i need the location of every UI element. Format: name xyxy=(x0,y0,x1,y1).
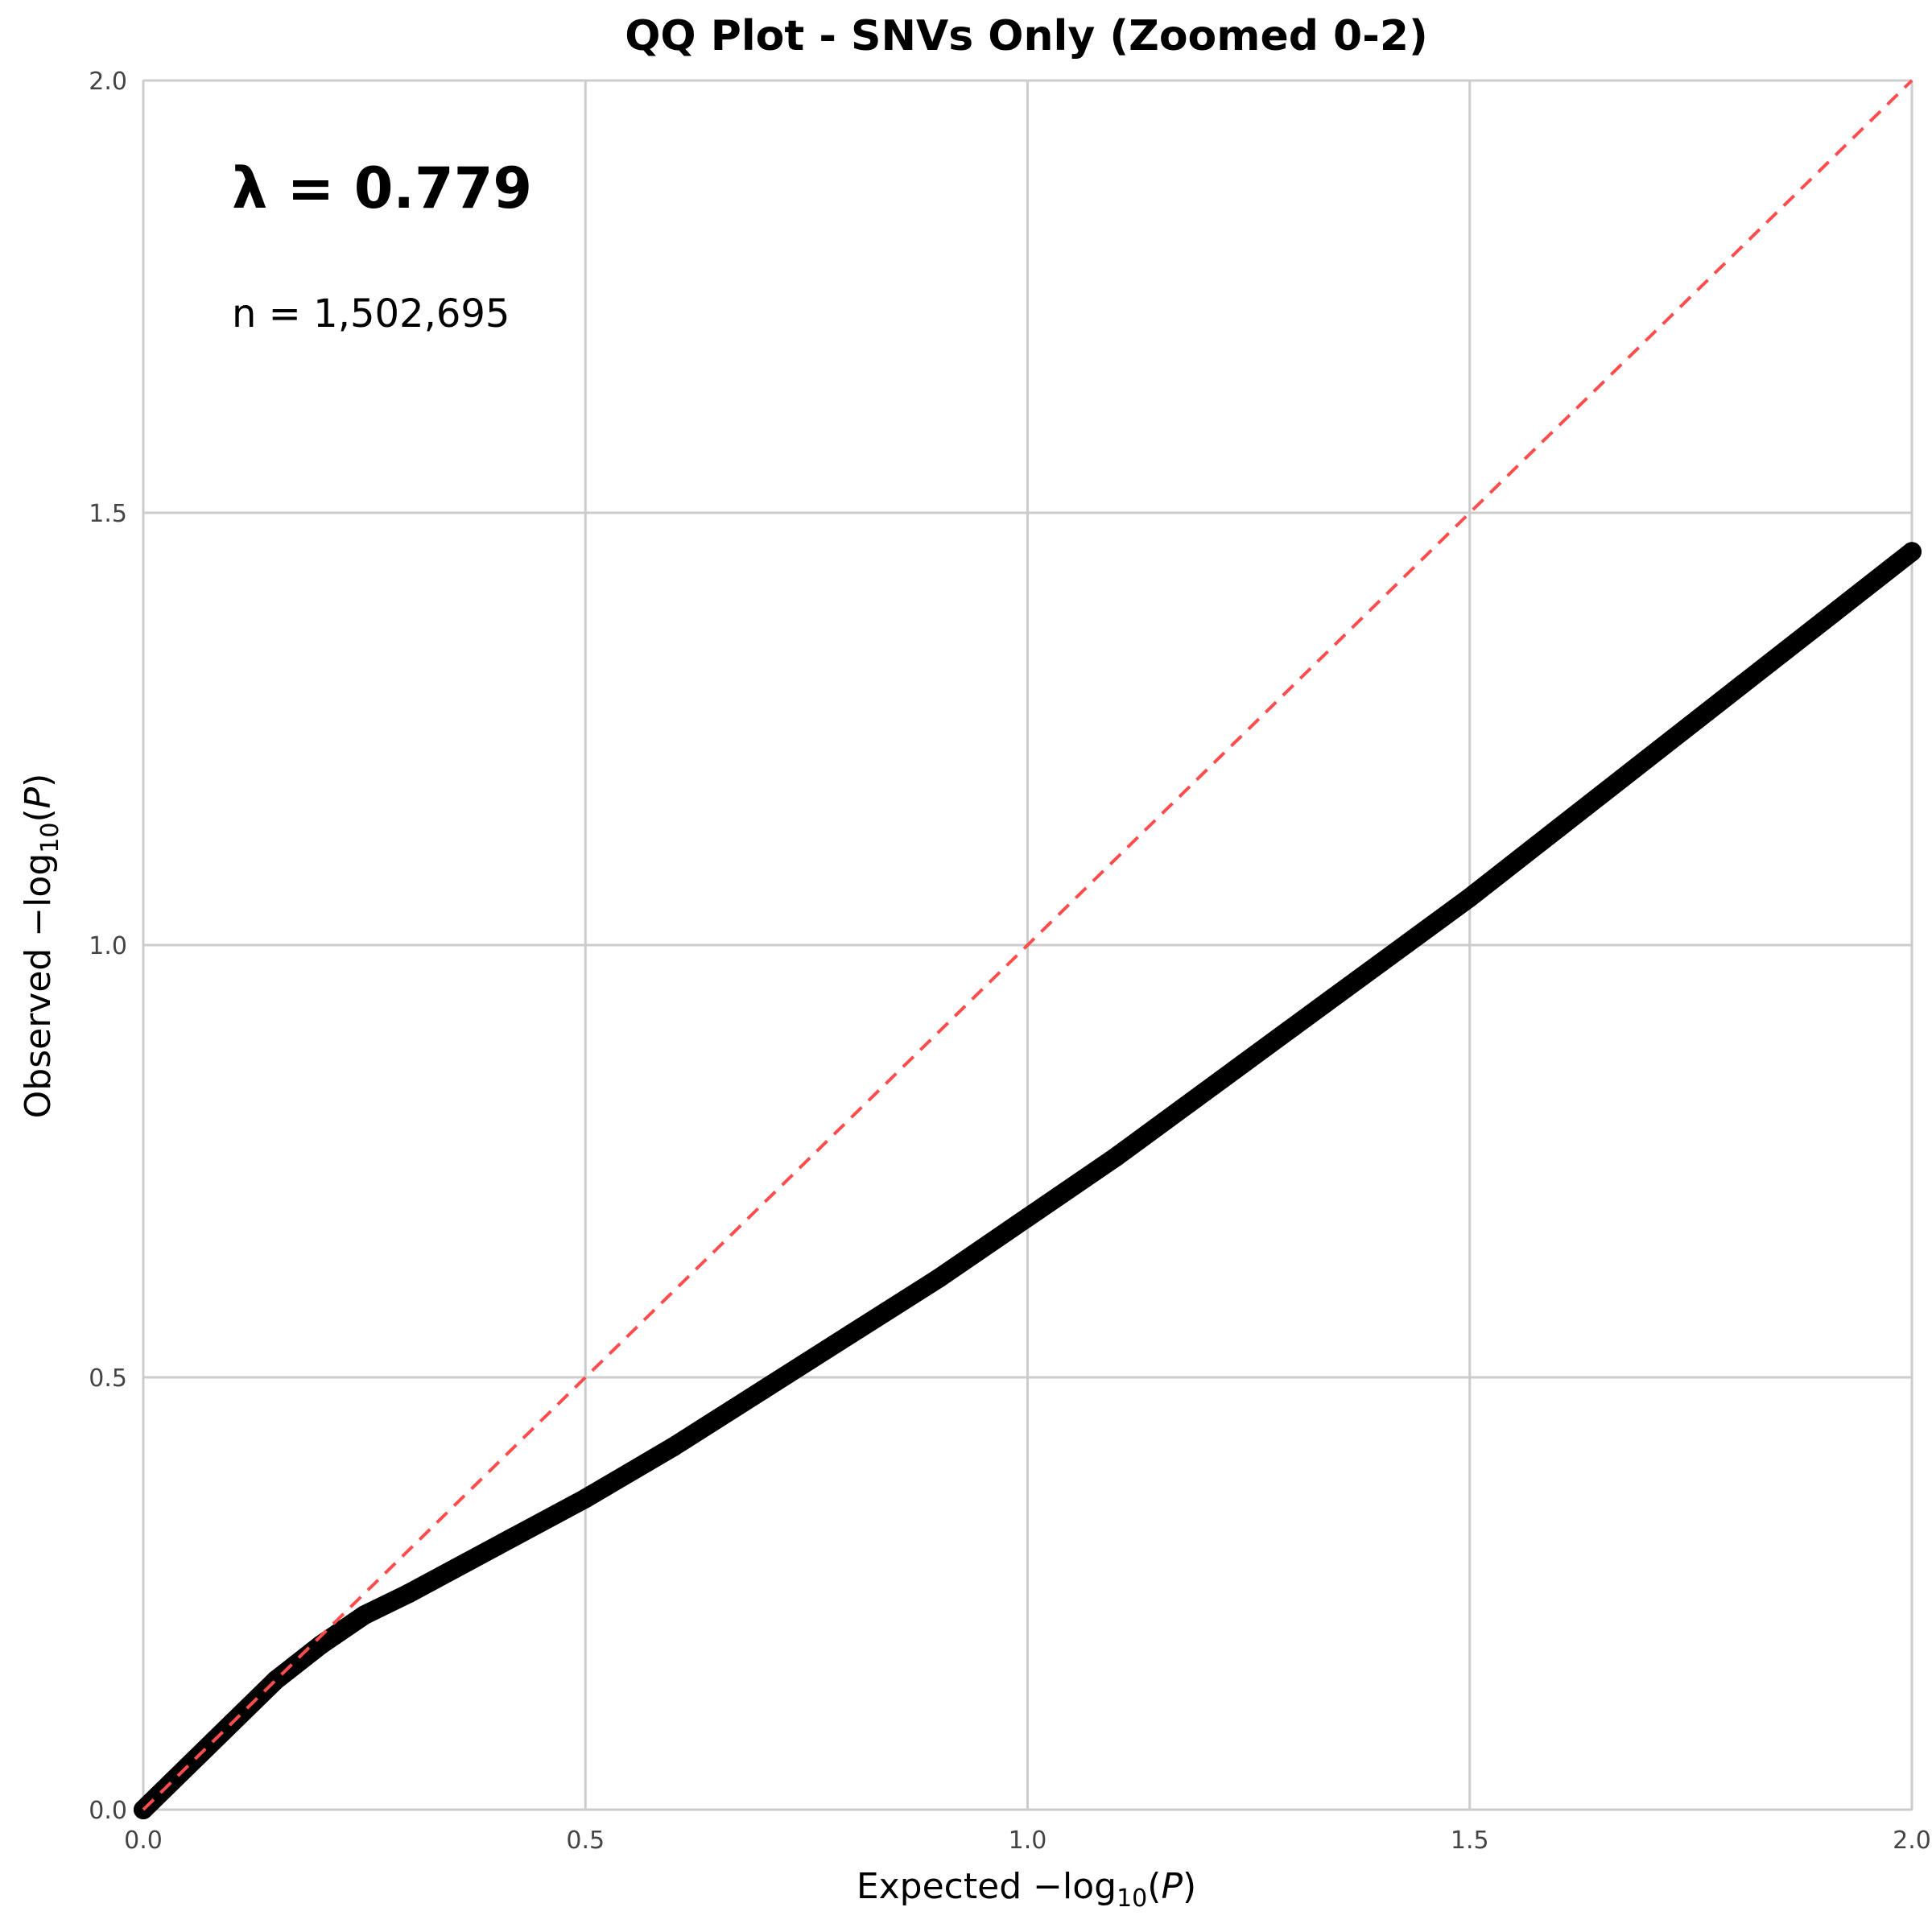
chart-title: QQ Plot - SNVs Only (Zoomed 0-2) xyxy=(625,12,1428,60)
data-point xyxy=(664,1436,684,1456)
data-point xyxy=(487,1536,507,1556)
x-tick-label: 1.0 xyxy=(1009,1827,1047,1855)
y-tick-label: 0.0 xyxy=(89,1797,127,1825)
data-point xyxy=(1725,680,1745,700)
tick-layer: 0.0 0.5 1.0 1.5 2.0 0.0 0.5 1.0 1.5 2.0 xyxy=(89,68,1931,1855)
data-point xyxy=(929,1268,949,1288)
lambda-annotation: λ = 0.779 xyxy=(232,155,532,221)
data-point xyxy=(1459,887,1480,907)
data-point xyxy=(840,1324,861,1344)
x-tick-label: 0.5 xyxy=(566,1827,605,1855)
y-tick-label: 1.0 xyxy=(89,932,127,960)
data-point xyxy=(1814,611,1834,631)
data-layer xyxy=(134,79,1922,1819)
x-tick-label: 0.0 xyxy=(124,1827,163,1855)
data-point xyxy=(576,1488,596,1509)
y-tick-label: 1.5 xyxy=(89,500,127,528)
data-point xyxy=(1637,749,1657,770)
data-point xyxy=(1548,819,1568,839)
plot-frame xyxy=(142,80,1913,1810)
x-tick-label: 2.0 xyxy=(1893,1827,1931,1855)
data-point xyxy=(1902,542,1922,562)
data-point xyxy=(1283,1018,1303,1038)
data-point xyxy=(1195,1082,1215,1102)
data-point xyxy=(1371,952,1391,972)
y-tick-label: 2.0 xyxy=(89,68,127,96)
data-point xyxy=(398,1583,419,1604)
data-point xyxy=(354,1605,374,1625)
expected-diagonal-line xyxy=(142,79,1913,1811)
x-axis-label: Expected −log10(P) xyxy=(857,1866,1196,1913)
y-axis-label: Observed −log10(P) xyxy=(18,774,64,1119)
x-tick-label: 1.5 xyxy=(1451,1827,1489,1855)
data-point xyxy=(1018,1208,1038,1228)
data-point xyxy=(310,1635,330,1655)
y-tick-label: 0.5 xyxy=(89,1364,127,1393)
data-point xyxy=(752,1381,772,1401)
sample-size-annotation: n = 1,502,695 xyxy=(232,291,510,336)
data-point xyxy=(1106,1147,1126,1167)
